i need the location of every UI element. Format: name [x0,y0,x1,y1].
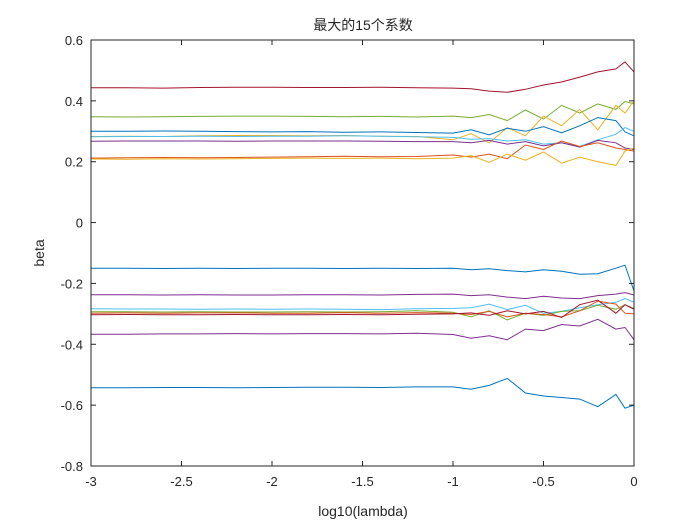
series-line-9 [91,264,635,292]
y-tick-label: -0.8 [61,459,83,474]
y-tick-label: -0.4 [61,337,83,352]
x-tick-label: -3 [85,474,97,489]
y-tick-label: -0.2 [61,276,83,291]
plot-area [91,40,634,466]
series-line-5 [90,127,635,148]
x-tick-label: -2.5 [170,474,192,489]
series-line-14 [90,299,635,319]
x-tick-label: -2 [266,474,278,489]
series-line-7 [90,140,635,160]
x-tick-label: 0 [630,474,637,489]
x-tick-label: -1 [447,474,459,489]
series-line-12 [91,304,635,321]
series-line-16 [91,377,635,409]
y-tick-label: 0.4 [65,94,83,109]
x-axis-label: log10(lambda) [318,503,408,519]
x-tick-label: -0.5 [532,474,554,489]
series-line-10 [91,292,635,300]
axis-layer: -3 -2.5 -2 -1.5 -1 -0.5 0 -0.8 -0.6 -0.4 -0.2 0 0.2 0… [61,33,638,489]
x-tick-label: -1.5 [351,474,373,489]
series-line-4 [91,117,635,137]
series-line-6 [90,139,635,150]
series-line-3 [90,100,635,144]
y-tick-label: 0.2 [65,155,83,170]
y-tick-label: 0 [76,216,83,231]
y-tick-label: 0.6 [65,33,83,48]
series-line-1 [91,61,635,93]
series-line-8 [90,147,635,166]
y-axis-label: beta [31,239,47,266]
series-line-2 [90,100,635,122]
series-layer [90,61,635,409]
y-tick-label: -0.6 [61,398,83,413]
chart-title: 最大的15个系数 [313,17,413,33]
series-line-15 [91,318,635,341]
